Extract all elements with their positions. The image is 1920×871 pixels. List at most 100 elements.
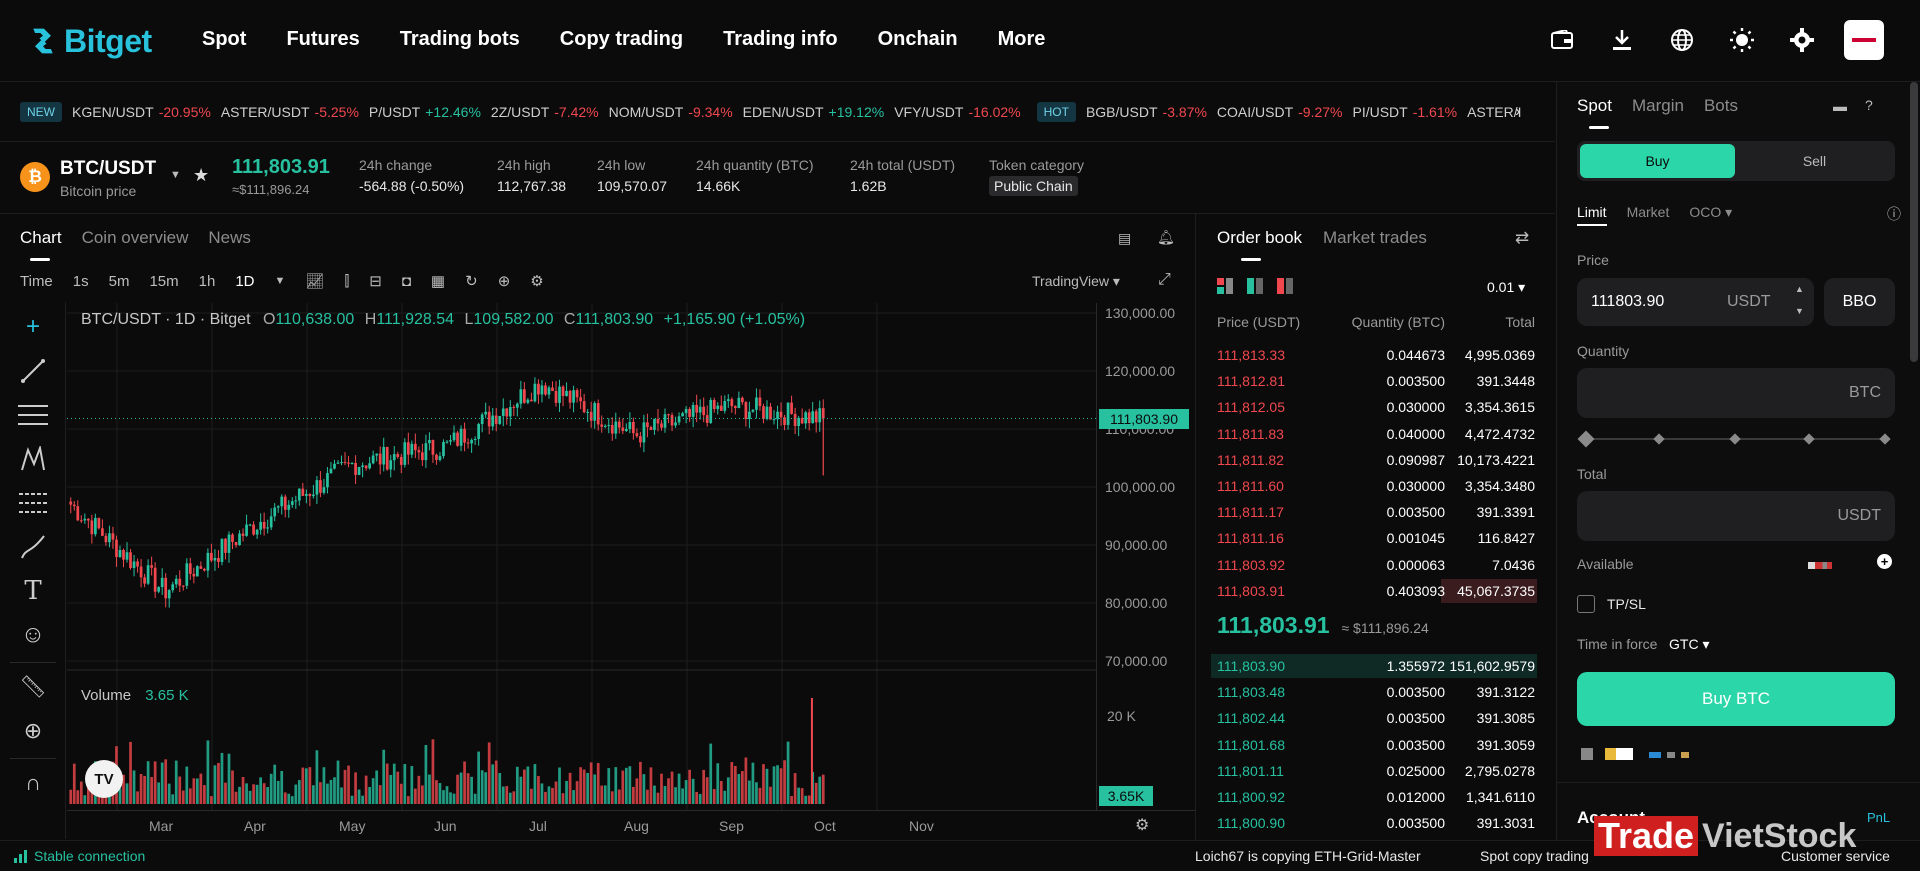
calculator-icon[interactable]: ▬ [1833,98,1847,114]
favorite-star-icon[interactable]: ★ [193,165,210,185]
interval-time[interactable]: Time [20,272,53,290]
ruler-icon[interactable]: 📏︎ [19,674,47,699]
sell-tab[interactable]: Sell [1802,153,1827,169]
ticker-item[interactable]: KGEN/USDT -20.95% [72,103,211,120]
interval-5m[interactable]: 5m [108,272,130,290]
add-icon[interactable]: ⊕ [497,273,511,290]
view-asks-icon[interactable] [1277,278,1293,297]
buy-tab[interactable]: Buy [1580,144,1735,178]
deposit-plus-icon[interactable]: + [1877,554,1892,569]
interval-1d[interactable]: 1D [235,272,255,290]
camera-icon[interactable]: ◘ [401,272,411,290]
order-type-oco[interactable]: OCO ▾ [1689,204,1733,220]
tab-spot[interactable]: Spot [1577,96,1612,115]
ticker-item[interactable]: NOM/USDT -9.34% [608,103,733,120]
user-avatar[interactable] [1844,20,1884,60]
layout-icon[interactable]: ⊟ [369,273,382,290]
total-input[interactable]: USDT [1577,491,1895,541]
emoji-icon[interactable]: ☺ [20,621,46,648]
bid-row[interactable]: 111,801.11 0.025000 2,795.0278 [1197,758,1555,784]
ticker-item[interactable]: ASTER/I [1467,103,1522,120]
nav-onchain[interactable]: Onchain [877,28,958,50]
ask-row[interactable]: 111,811.83 0.040000 4,472.4732 [1197,421,1555,447]
view-both-icon[interactable] [1217,278,1233,297]
text-tool-icon[interactable]: T [24,576,42,606]
zoom-in-icon[interactable]: ⊕ [23,718,43,743]
interval-15m[interactable]: 15m [149,272,179,290]
wallet-icon[interactable] [1544,20,1580,60]
ask-row[interactable]: 111,811.82 0.090987 10,173.4221 [1197,447,1555,473]
globe-icon[interactable] [1664,20,1700,60]
download-icon[interactable] [1604,20,1640,60]
ask-row[interactable]: 111,811.60 0.030000 3,354.3480 [1197,473,1555,499]
bbo-button[interactable]: BBO [1824,278,1895,326]
ask-row[interactable]: 111,811.17 0.003500 391.3391 [1197,499,1555,525]
quantity-input[interactable]: BTC [1577,368,1895,418]
horizontal-lines-icon[interactable] [16,400,50,430]
price-stepper-up-icon[interactable]: ▲ [1795,284,1804,294]
bid-row[interactable]: 111,800.90 0.003500 391.3031 [1197,810,1555,836]
chart-settings-icon[interactable]: ⚙ [530,273,544,290]
tab-bots[interactable]: Bots [1703,96,1738,115]
magnet-icon[interactable]: ∩ [25,770,41,795]
ask-row[interactable]: 111,813.33 0.044673 4,995.0369 [1197,342,1555,368]
candlestick-chart[interactable]: BTC/USDT · 1D · Bitget O110,638.00 H111,… [67,303,1097,810]
notes-icon[interactable]: ▤ [1118,230,1132,246]
ticker-item[interactable]: BGB/USDT -3.87% [1085,103,1207,120]
ask-row[interactable]: 111,803.92 0.000063 7.0436 [1197,552,1555,578]
bid-row[interactable]: 111,803.48 0.003500 391.3122 [1197,679,1555,705]
price-stepper-down-icon[interactable]: ▼ [1795,306,1804,316]
interval-dropdown-icon[interactable]: ▼ [274,275,286,287]
tab-order-book[interactable]: Order book [1217,228,1303,247]
tpsl-checkbox[interactable] [1577,595,1595,613]
order-type-market[interactable]: Market [1626,204,1670,220]
ask-row[interactable]: 111,812.05 0.030000 3,354.3615 [1197,394,1555,420]
category-badge[interactable]: Public Chain [989,176,1078,196]
precision-selector[interactable]: 0.01 ▾ [1487,279,1526,295]
theme-sun-icon[interactable] [1724,20,1760,60]
ask-row[interactable]: 111,811.16 0.001045 116.8427 [1197,525,1555,551]
ticker-item[interactable]: ASTER/USDT -5.25% [220,103,359,120]
interval-1h[interactable]: 1h [198,272,216,290]
ticker-item[interactable]: 2Z/USDT -7.42% [490,103,599,120]
tradingview-logo-icon[interactable]: TV [85,760,123,798]
tab-chart[interactable]: Chart [20,228,62,247]
spot-copy-link[interactable]: Spot copy trading [1480,848,1589,864]
fib-icon[interactable] [16,488,50,518]
ticker-item[interactable]: COAI/USDT -9.27% [1216,103,1343,120]
crosshair-icon[interactable]: + [25,313,40,340]
order-type-limit[interactable]: Limit [1577,204,1607,226]
ticker-item[interactable]: VFY/USDT -16.02% [894,103,1021,120]
tif-selector[interactable]: GTC ▾ [1669,636,1710,652]
buy-btc-button[interactable]: Buy BTC [1577,672,1895,726]
customer-service-link[interactable]: Customer service [1781,848,1890,864]
calendar-icon[interactable]: ▦ [430,273,446,290]
tab-news[interactable]: News [208,228,251,247]
ticker-next-icon[interactable]: › [1515,102,1521,120]
refresh-icon[interactable]: ↻ [465,273,478,290]
nav-more[interactable]: More [997,28,1046,50]
nav-futures[interactable]: Futures [286,28,360,50]
nav-trading-bots[interactable]: Trading bots [399,28,520,50]
ask-row[interactable]: 111,812.81 0.003500 391.3448 [1197,368,1555,394]
fullscreen-icon[interactable]: ⤢ [1158,271,1171,288]
view-bids-icon[interactable] [1247,278,1263,297]
candle-type-icon[interactable]: ⫿ [344,272,350,290]
trendline-icon[interactable] [16,356,50,386]
pair-dropdown-icon[interactable]: ▼ [170,169,181,181]
bid-row[interactable]: 111,800.92 0.012000 1,341.6110 [1197,784,1555,810]
tradingview-selector[interactable]: TradingView ▾ [1032,273,1120,289]
trade-panel-scrollbar[interactable] [1910,82,1918,362]
ask-row[interactable]: 111,803.91 0.403093 45,067.3735 [1197,578,1555,604]
bid-row[interactable]: 111,802.44 0.003500 391.3085 [1197,705,1555,731]
indicator-icon[interactable]: 📈︎ [305,273,325,290]
nav-trading-info[interactable]: Trading info [723,28,838,50]
bid-row[interactable]: 111,801.68 0.003500 391.3059 [1197,732,1555,758]
ticker-item[interactable]: EDEN/USDT +19.12% [742,103,885,120]
tab-margin[interactable]: Margin [1631,96,1684,115]
brush-icon[interactable] [16,532,50,562]
ticker-item[interactable]: P/USDT +12.46% [368,103,481,120]
bitget-logo[interactable]: Bitget [28,20,152,62]
nav-copy-trading[interactable]: Copy trading [559,28,684,50]
nav-spot[interactable]: Spot [202,28,247,50]
